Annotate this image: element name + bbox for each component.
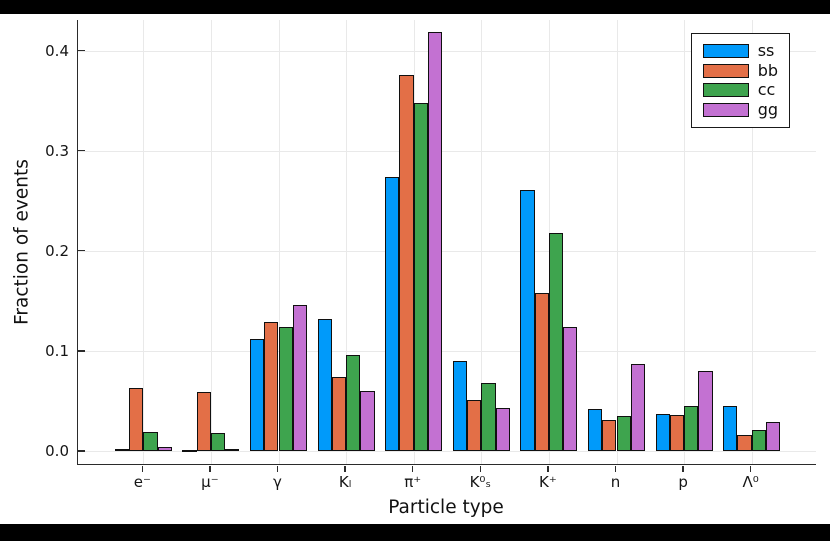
y-tick [78, 49, 85, 52]
x-tick [209, 465, 211, 472]
x-tick-label: n [610, 473, 621, 491]
bar-gg-9 [766, 421, 781, 451]
bar-gg-1 [225, 448, 240, 451]
y-tick [78, 249, 85, 252]
x-tick-label: e⁻ [133, 473, 151, 491]
y-tick-label: 0.3 [45, 141, 69, 160]
bar-gg-7 [630, 363, 646, 451]
x-gridline [143, 20, 145, 464]
y-gridline [78, 350, 816, 352]
y-tick-label: 0.1 [45, 341, 69, 360]
x-gridline [278, 20, 280, 464]
x-tick [411, 465, 414, 472]
bar-cc-2 [278, 326, 293, 451]
bar-bb-6 [534, 292, 549, 451]
bar-ss-8 [655, 413, 670, 451]
x-gridline [210, 20, 212, 464]
bar-ss-5 [452, 360, 467, 451]
bar-bb-0 [129, 387, 144, 451]
y-tick [78, 349, 85, 352]
y-gridline [78, 50, 816, 52]
bar-bb-5 [467, 399, 482, 451]
x-tick [479, 465, 482, 472]
bar-cc-9 [751, 429, 766, 451]
x-tick [749, 465, 752, 472]
legend-row: gg [702, 99, 778, 119]
bar-ss-4 [385, 176, 400, 451]
bar-bb-1 [196, 391, 211, 451]
y-tick-label: 0.2 [45, 241, 69, 260]
x-tick [614, 465, 617, 472]
bar-ss-3 [317, 318, 332, 451]
legend-swatch-ss [702, 44, 749, 58]
x-tick [276, 465, 279, 472]
legend-swatch-bb [702, 63, 749, 78]
bar-gg-5 [495, 407, 510, 451]
bar-bb-7 [602, 419, 617, 451]
legend-label-bb: bb [757, 60, 778, 80]
x-axis-title: Particle type [388, 497, 504, 518]
x-tick-label: Λ⁰ [742, 473, 759, 491]
y-gridline [78, 450, 816, 452]
bar-bb-8 [669, 414, 685, 451]
bar-gg-2 [292, 304, 308, 451]
bar-cc-1 [210, 432, 226, 451]
y-gridline [78, 250, 816, 252]
bar-bb-9 [737, 434, 752, 451]
bar-gg-6 [563, 326, 578, 451]
x-tick [344, 465, 346, 472]
x-tick [547, 465, 549, 472]
y-tick [78, 149, 85, 152]
x-tick [141, 465, 144, 472]
legend-row: cc [702, 80, 778, 99]
x-gridline [481, 20, 483, 464]
x-tick-label: μ⁻ [201, 473, 219, 491]
y-tick [78, 449, 85, 452]
y-tick-label: 0.4 [45, 41, 69, 60]
bar-gg-0 [157, 446, 172, 451]
bar-ss-2 [249, 338, 265, 451]
x-tick-label: K⁺ [539, 473, 557, 491]
plot-area [77, 20, 816, 465]
bar-cc-5 [481, 382, 496, 451]
x-tick [682, 465, 684, 472]
bar-bb-2 [264, 321, 279, 451]
bar-gg-3 [360, 390, 375, 451]
legend-label-ss: ss [757, 41, 775, 60]
x-gridline [616, 20, 618, 464]
y-gridline [78, 150, 816, 152]
x-tick-label: p [678, 473, 688, 491]
bar-cc-6 [548, 232, 564, 451]
legend-label-gg: gg [757, 99, 778, 119]
legend-row: ss [702, 41, 778, 60]
bar-bb-3 [331, 376, 347, 451]
x-gridline [684, 20, 686, 464]
x-tick-label: γ [273, 473, 282, 491]
bar-ss-9 [723, 405, 738, 451]
bar-ss-0 [114, 448, 129, 451]
legend-swatch-gg [702, 102, 749, 117]
plot-canvas: Fraction of events Particle type ss bb cc g… [0, 14, 830, 524]
x-tick-label: Kₗ [338, 473, 352, 491]
x-gridline [751, 20, 753, 464]
x-tick-label: π⁺ [404, 473, 422, 491]
bar-ss-6 [520, 189, 535, 451]
legend-label-cc: cc [757, 80, 776, 99]
bar-gg-8 [698, 370, 713, 451]
bar-cc-0 [143, 431, 158, 451]
y-tick-label: 0.0 [45, 441, 69, 460]
bar-cc-7 [616, 415, 631, 451]
bar-cc-8 [684, 405, 699, 451]
bar-cc-4 [413, 102, 428, 451]
x-gridline [346, 20, 348, 464]
legend-swatch-cc [702, 83, 749, 97]
bar-ss-1 [182, 449, 197, 452]
bar-ss-7 [587, 408, 603, 451]
x-tick-label: K⁰ₛ [469, 473, 492, 491]
bar-bb-4 [399, 74, 414, 451]
bar-cc-3 [346, 354, 361, 451]
legend-row: bb [702, 60, 778, 80]
bar-gg-4 [428, 31, 443, 451]
legend: ss bb cc gg [690, 33, 790, 128]
